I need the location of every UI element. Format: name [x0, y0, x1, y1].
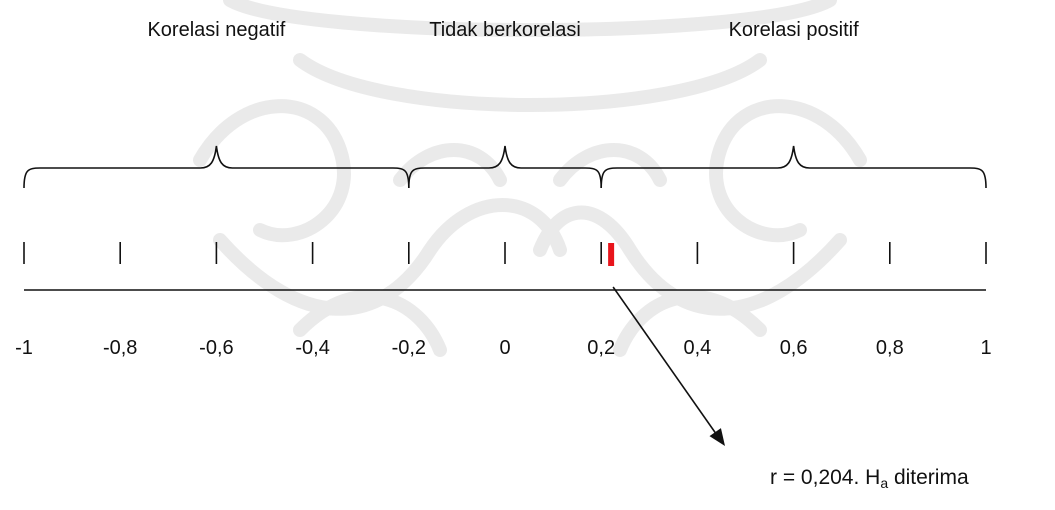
- result-suffix: diterima: [888, 466, 969, 489]
- scale-tick-labels: -1 -0,8 -0,6 -0,4 -0,2 0 0,2 0,4 0,6 0,8 1: [15, 337, 991, 359]
- arrow-head: [709, 428, 725, 446]
- tick-label: -0,6: [199, 337, 233, 359]
- result-subscript: a: [880, 475, 889, 491]
- tick-label: 0,4: [683, 337, 711, 359]
- tick-label: 0,2: [587, 337, 615, 359]
- region-label: Tidak berkorelasi: [429, 19, 581, 41]
- tick-label: -0,8: [103, 337, 137, 359]
- region-label: Korelasi negatif: [147, 19, 285, 41]
- result-note: r = 0,204. Ha diterima: [770, 467, 969, 490]
- region-braces: [23, 145, 987, 189]
- tick-label: -1: [15, 337, 33, 359]
- arrow-shaft: [612, 286, 720, 439]
- region-labels: Korelasi negatif Tidak berkorelasi Korelas…: [147, 19, 859, 41]
- tick-label: 1: [980, 337, 991, 359]
- tick-label: 0,8: [876, 337, 904, 359]
- tick-label: 0: [499, 337, 510, 359]
- pointer-arrow: [612, 286, 725, 446]
- tick-label: -0,2: [392, 337, 426, 359]
- region-brace: [408, 145, 602, 189]
- tick-label: 0,6: [780, 337, 808, 359]
- region-brace: [23, 145, 410, 189]
- region-label: Korelasi positif: [729, 19, 860, 41]
- region-brace: [600, 145, 987, 189]
- value-marker: [608, 243, 615, 266]
- result-prefix: r = 0,204. H: [770, 466, 881, 489]
- tick-label: -0,4: [295, 337, 329, 359]
- scale-ticks: [23, 242, 987, 264]
